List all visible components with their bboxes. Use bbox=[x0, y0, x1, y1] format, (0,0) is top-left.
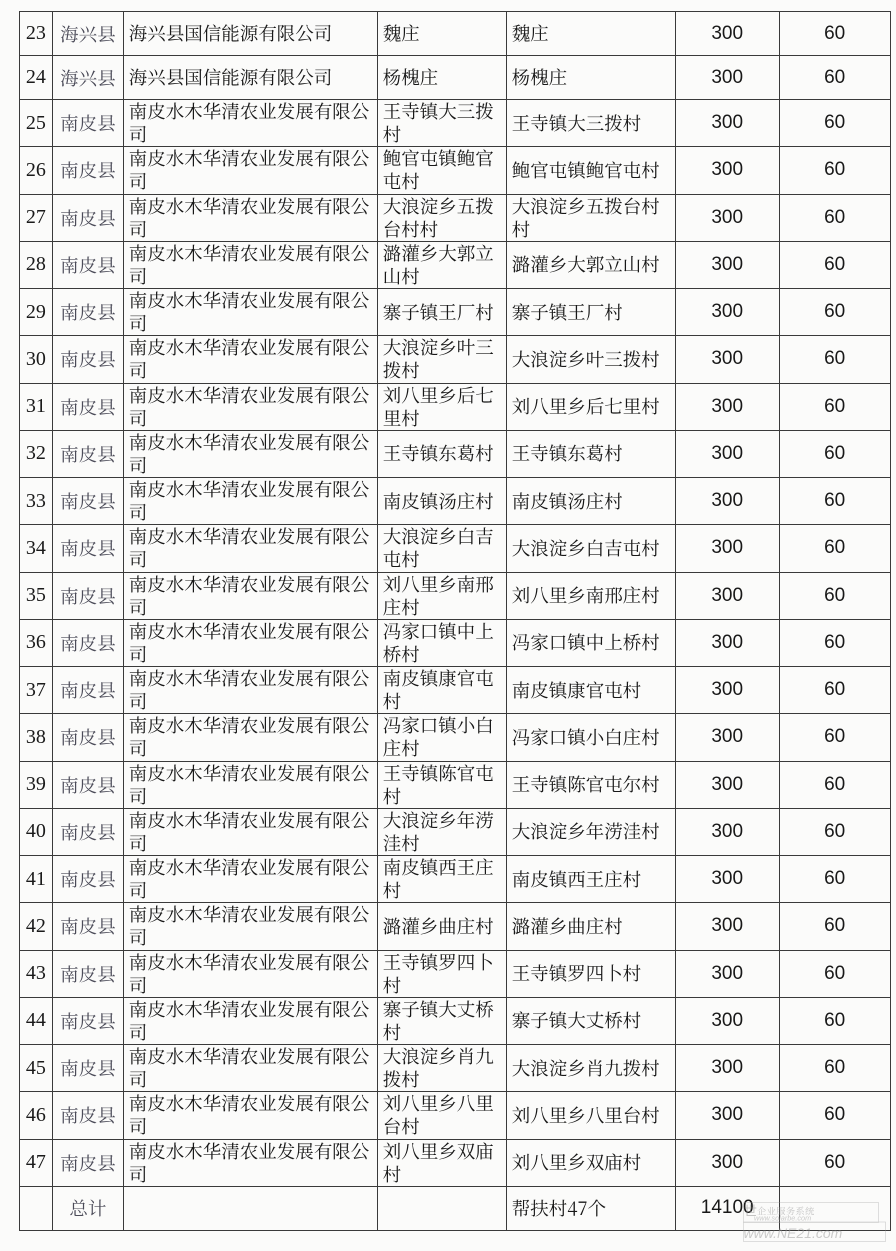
svg-text:www.NE21.com: www.NE21.com bbox=[744, 1225, 843, 1241]
svg-text:www.solarbe.com: www.solarbe.com bbox=[754, 1214, 811, 1223]
